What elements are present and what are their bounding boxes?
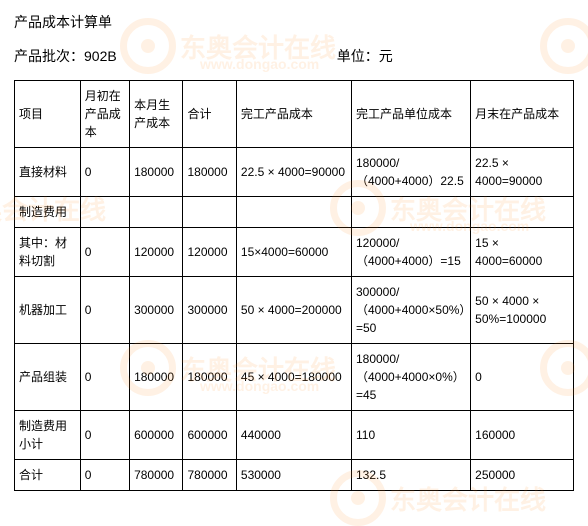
cell <box>130 197 183 228</box>
subheader-row: 产品批次：902B 单位：元 <box>14 46 574 66</box>
cell: 180000 <box>183 344 236 411</box>
cell: 0 <box>80 344 129 411</box>
table-header-row: 项目 月初在产品成本 本月生产成本 合计 完工产品成本 完工产品单位成本 月末在… <box>15 81 574 148</box>
cost-table: 项目 月初在产品成本 本月生产成本 合计 完工产品成本 完工产品单位成本 月末在… <box>14 80 574 491</box>
cell: 机器加工 <box>15 277 81 344</box>
col-header: 项目 <box>15 81 81 148</box>
unit-label: 单位： <box>337 48 379 64</box>
document-title: 产品成本计算单 <box>14 12 574 32</box>
cell: 250000 <box>471 460 574 491</box>
cell <box>351 197 470 228</box>
cell: 其中：材料切割 <box>15 228 81 277</box>
cell <box>236 197 351 228</box>
cell: 180000 <box>130 344 183 411</box>
cell: 300000/（4000+4000×50%）=50 <box>351 277 470 344</box>
unit-info: 单位：元 <box>337 46 393 66</box>
cell <box>183 197 236 228</box>
cell: 180000 <box>130 148 183 197</box>
cell: 120000 <box>183 228 236 277</box>
table-row: 机器加工 0 300000 300000 50 × 4000=200000 30… <box>15 277 574 344</box>
cell: 22.5 × 4000=90000 <box>471 148 574 197</box>
table-row: 直接材料 0 180000 180000 22.5 × 4000=90000 1… <box>15 148 574 197</box>
unit-value: 元 <box>379 48 393 64</box>
cell: 制造费用小计 <box>15 411 81 460</box>
cell: 15×4000=60000 <box>236 228 351 277</box>
cell: 600000 <box>130 411 183 460</box>
col-header: 月初在产品成本 <box>80 81 129 148</box>
col-header: 合计 <box>183 81 236 148</box>
cell: 300000 <box>130 277 183 344</box>
cell: 0 <box>80 228 129 277</box>
col-header: 月末在产品成本 <box>471 81 574 148</box>
table-row: 产品组装 0 180000 180000 45 × 4000=180000 18… <box>15 344 574 411</box>
col-header: 本月生产成本 <box>130 81 183 148</box>
cell: 22.5 × 4000=90000 <box>236 148 351 197</box>
table-row: 合计 0 780000 780000 530000 132.5 250000 <box>15 460 574 491</box>
cell: 0 <box>80 460 129 491</box>
cell <box>471 197 574 228</box>
cell: 50 × 4000 × 50%=100000 <box>471 277 574 344</box>
cell: 直接材料 <box>15 148 81 197</box>
cell: 780000 <box>130 460 183 491</box>
cell: 120000/（4000+4000）=15 <box>351 228 470 277</box>
cell: 110 <box>351 411 470 460</box>
cell: 180000/（4000+4000×0%）=45 <box>351 344 470 411</box>
cell: 180000 <box>183 148 236 197</box>
cell: 132.5 <box>351 460 470 491</box>
cell: 300000 <box>183 277 236 344</box>
cell: 160000 <box>471 411 574 460</box>
batch-value: 902B <box>84 48 117 64</box>
col-header: 完工产品单位成本 <box>351 81 470 148</box>
cell: 120000 <box>130 228 183 277</box>
cell: 600000 <box>183 411 236 460</box>
cell: 0 <box>80 277 129 344</box>
table-row: 制造费用 <box>15 197 574 228</box>
cell: 50 × 4000=200000 <box>236 277 351 344</box>
cell: 440000 <box>236 411 351 460</box>
cell: 15 × 4000=60000 <box>471 228 574 277</box>
cell: 0 <box>80 148 129 197</box>
cell: 制造费用 <box>15 197 81 228</box>
table-body: 直接材料 0 180000 180000 22.5 × 4000=90000 1… <box>15 148 574 491</box>
col-header: 完工产品成本 <box>236 81 351 148</box>
cell: 530000 <box>236 460 351 491</box>
cell: 180000/（4000+4000）22.5 <box>351 148 470 197</box>
cell: 780000 <box>183 460 236 491</box>
cell: 45 × 4000=180000 <box>236 344 351 411</box>
cell: 0 <box>80 411 129 460</box>
batch-info: 产品批次：902B <box>14 46 117 66</box>
table-row: 制造费用小计 0 600000 600000 440000 110 160000 <box>15 411 574 460</box>
cell <box>80 197 129 228</box>
cell: 0 <box>471 344 574 411</box>
cell: 合计 <box>15 460 81 491</box>
table-row: 其中：材料切割 0 120000 120000 15×4000=60000 12… <box>15 228 574 277</box>
cell: 产品组装 <box>15 344 81 411</box>
batch-label: 产品批次： <box>14 48 84 64</box>
